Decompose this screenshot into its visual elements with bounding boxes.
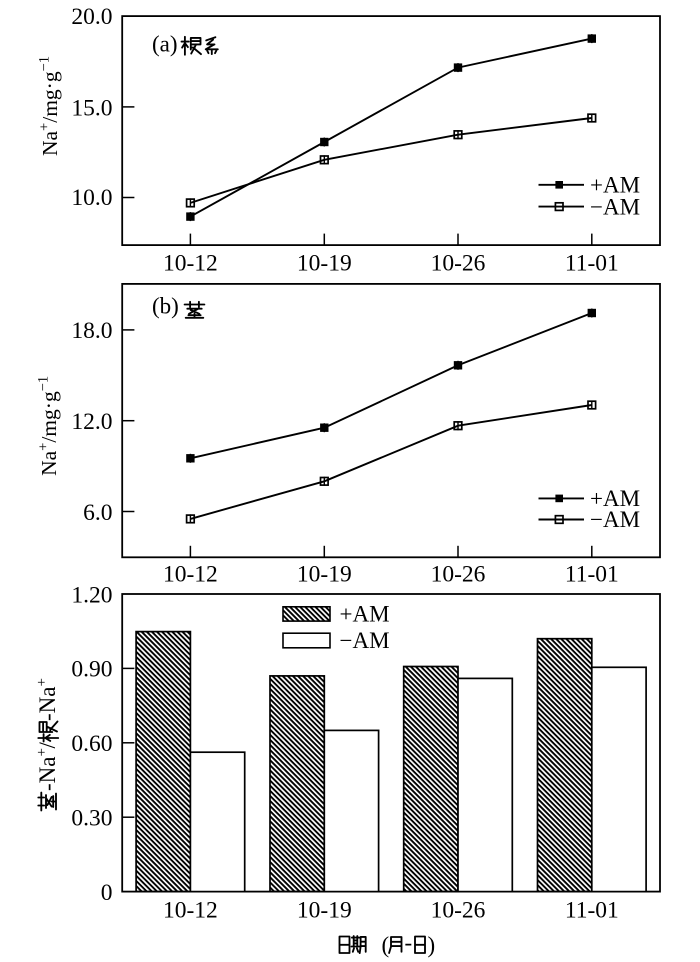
svg-text:+AM: +AM xyxy=(340,601,390,626)
svg-text:0: 0 xyxy=(101,880,113,906)
svg-text:/: / xyxy=(35,742,60,749)
svg-text:20.0: 20.0 xyxy=(71,4,112,30)
svg-text:10-19: 10-19 xyxy=(297,898,352,924)
svg-text:(b): (b) xyxy=(152,294,179,319)
svg-text:10-26: 10-26 xyxy=(431,898,486,924)
svg-text:15.0: 15.0 xyxy=(71,96,112,122)
svg-text:0.60: 0.60 xyxy=(71,731,112,757)
svg-text:10-19: 10-19 xyxy=(297,562,352,588)
svg-text:−AM: −AM xyxy=(590,507,640,532)
svg-text:0.90: 0.90 xyxy=(71,657,112,683)
svg-text:(a): (a) xyxy=(152,32,178,57)
svg-text:Na+/mg·g−1: Na+/mg·g−1 xyxy=(36,376,62,476)
svg-text:): ) xyxy=(428,933,436,958)
svg-text:11-01: 11-01 xyxy=(565,898,619,924)
svg-text:10-19: 10-19 xyxy=(297,251,352,277)
svg-text:10-26: 10-26 xyxy=(431,562,486,588)
svg-text:12.0: 12.0 xyxy=(71,409,112,435)
svg-text:Na+/mg·g−1: Na+/mg·g−1 xyxy=(37,56,63,156)
svg-text:−AM: −AM xyxy=(340,628,390,653)
svg-text:+AM: +AM xyxy=(590,173,640,198)
svg-text:18.0: 18.0 xyxy=(71,318,112,344)
svg-text:10-12: 10-12 xyxy=(163,562,218,588)
svg-text:1.20: 1.20 xyxy=(71,582,112,608)
svg-text:6.0: 6.0 xyxy=(83,500,112,526)
svg-text:-: - xyxy=(405,930,413,955)
svg-text:10.0: 10.0 xyxy=(71,185,112,211)
svg-text:−AM: −AM xyxy=(590,194,640,219)
svg-text:10-12: 10-12 xyxy=(163,251,218,277)
svg-text:(: ( xyxy=(382,933,390,958)
svg-text:10-12: 10-12 xyxy=(163,898,218,924)
svg-text:0.30: 0.30 xyxy=(71,806,112,832)
svg-text:11-01: 11-01 xyxy=(565,562,619,588)
svg-text:10-26: 10-26 xyxy=(431,251,486,277)
svg-text:11-01: 11-01 xyxy=(565,251,619,277)
svg-text:+AM: +AM xyxy=(590,486,640,511)
